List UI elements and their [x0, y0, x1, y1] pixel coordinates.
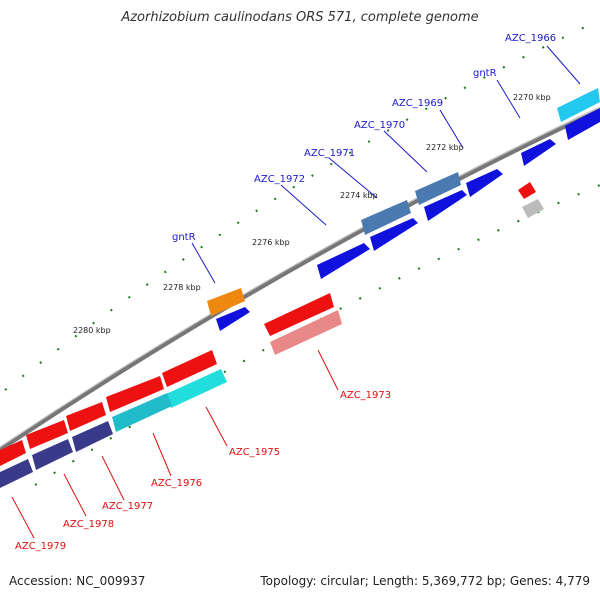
minus-leader-lines	[11, 349, 339, 539]
gene-arrow[interactable]	[415, 172, 461, 205]
gene-arrow[interactable]	[72, 421, 113, 452]
gene-arrow[interactable]	[521, 139, 556, 166]
gene-arrow[interactable]	[162, 350, 217, 387]
minus-strand-genes	[0, 182, 544, 466]
map-title: Azorhizobium caulinodans ORS 571, comple…	[121, 10, 479, 25]
gene-label[interactable]: gntR	[473, 68, 497, 79]
gene-arrow[interactable]	[0, 459, 33, 488]
scale-label: 2272 kbp	[426, 143, 464, 152]
gene-arrow[interactable]	[106, 376, 164, 412]
gene-arrow[interactable]	[522, 199, 544, 218]
scale-label: 2278 kbp	[163, 283, 201, 292]
gene-arrow[interactable]	[557, 88, 600, 122]
gene-label[interactable]: AZC_1966	[505, 33, 556, 44]
gene-label[interactable]: AZC_1973	[340, 390, 391, 401]
gene-label[interactable]: AZC_1975	[229, 447, 280, 458]
scale-label: 2270 kbp	[513, 93, 551, 102]
genome-backbone	[0, 108, 600, 452]
gene-arrow[interactable]	[112, 393, 172, 432]
gene-label[interactable]: AZC_1978	[63, 519, 114, 530]
gene-label[interactable]: AZC_1979	[15, 541, 66, 552]
gene-arrow[interactable]	[0, 440, 26, 466]
gene-arrow[interactable]	[26, 420, 68, 449]
gene-arrow[interactable]	[216, 307, 250, 331]
gene-arrow[interactable]	[317, 243, 370, 279]
gene-arrow[interactable]	[565, 108, 600, 140]
gene-label[interactable]: AZC_1969	[392, 98, 443, 109]
accession-text: Accession: NC_009937	[9, 574, 146, 588]
scale-label: 2276 kbp	[252, 238, 290, 247]
gene-label[interactable]: AZC_1972	[254, 174, 305, 185]
gene-arrow[interactable]	[466, 169, 503, 197]
gene-arrow[interactable]	[66, 402, 106, 431]
gene-arrow[interactable]	[264, 293, 334, 336]
gene-label[interactable]: AZC_1976	[151, 478, 202, 489]
plus-leader-lines	[191, 45, 581, 284]
gene-label[interactable]: AZC_1970	[354, 120, 405, 131]
plus-strand-genes	[0, 88, 600, 488]
gene-labels: AZC_1966 gntR AZC_1969 AZC_1970 AZC_1971…	[15, 33, 556, 552]
gene-label[interactable]: AZC_1971	[304, 148, 355, 159]
gene-label[interactable]: AZC_1977	[102, 501, 153, 512]
gene-arrow[interactable]	[32, 439, 73, 470]
gene-arrow[interactable]	[207, 288, 245, 316]
gene-arrow[interactable]	[370, 218, 418, 251]
scale-labels: 2270 kbp 2272 kbp 2274 kbp 2276 kbp 2278…	[73, 93, 551, 335]
gene-arrow[interactable]	[424, 190, 467, 221]
gene-arrow[interactable]	[166, 369, 227, 408]
gene-label[interactable]: gntR	[172, 232, 196, 243]
genome-summary-text: Topology: circular; Length: 5,369,772 bp…	[260, 574, 590, 588]
gene-arrow[interactable]	[518, 182, 536, 199]
scale-label: 2280 kbp	[73, 326, 111, 335]
gene-arrow[interactable]	[361, 200, 411, 235]
scale-label: 2274 kbp	[340, 191, 378, 200]
gene-arrow[interactable]	[270, 310, 342, 355]
